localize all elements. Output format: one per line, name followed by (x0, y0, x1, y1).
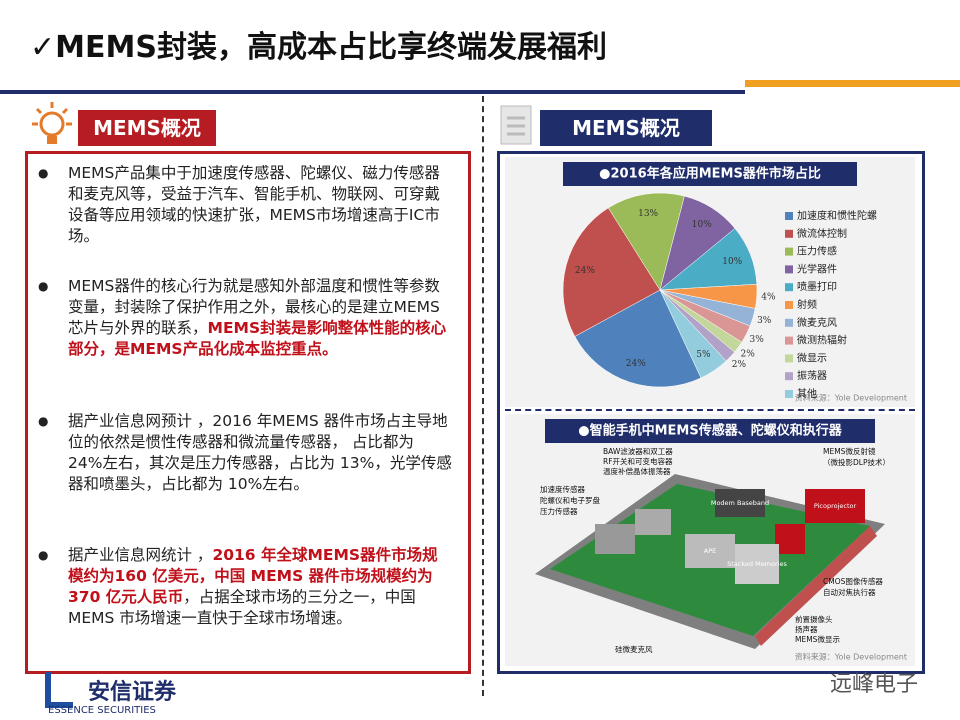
slice-label: 4% (761, 293, 776, 303)
legend-label: 微显示 (797, 351, 827, 364)
watermark: 远峰电子 (830, 672, 919, 697)
legend-swatch (785, 318, 793, 327)
legend-swatch (785, 372, 793, 381)
bullet: MEMS产品集中于加速度传感器、陀螺仪、磁力传感器和麦克风等，受益于汽车、智能手… (38, 163, 453, 247)
legend-swatch (785, 247, 793, 256)
logo-en: ESSENCE SECURITIES (48, 705, 156, 716)
phone-source: 资料来源：Yole Development (795, 652, 907, 662)
chip-label: Picoprojector (814, 502, 857, 510)
phone-diagram: ●智能手机中MEMS传感器、陀螺仪和执行器 BAW滤波器和双工器RF开关和可变电… (505, 414, 915, 666)
logo-text: 安信证券 (88, 680, 177, 705)
chart-source: 资料来源：Yole Development (795, 393, 907, 403)
legend-label: 振荡器 (797, 369, 827, 382)
callout: 加速度传感器 (540, 484, 585, 494)
slice-label: 3% (757, 316, 772, 326)
callout: 硅微麦克风 (615, 644, 653, 654)
legend-swatch (785, 265, 793, 274)
callout: 前置摄像头 (795, 614, 833, 624)
slice-label: 24% (626, 359, 646, 369)
callout: CMOS图像传感器 (823, 576, 883, 586)
legend-label: 喷墨打印 (797, 280, 837, 293)
left-heading: MEMS概况 (78, 110, 216, 146)
callout: 自动对焦执行器 (823, 587, 876, 597)
left-box (25, 151, 471, 674)
body-text: 据产业信息网统计 ， (68, 546, 213, 564)
legend-label: 其他 (797, 387, 817, 400)
doc-icon (500, 105, 532, 145)
legend-swatch (785, 283, 793, 292)
chip-label: Modem Baseband (711, 499, 769, 507)
callout: 温度补偿晶体振荡器 (603, 466, 671, 476)
callout: 压力传感器 (540, 506, 578, 516)
slice-label: 2% (741, 350, 756, 360)
chip-label: APE (704, 547, 716, 555)
bullet: 据产业信息网统计 ，2016 年全球MEMS器件市场规模约为160 亿美元，中国… (38, 545, 453, 629)
slice-label: 3% (749, 335, 764, 345)
legend-label: 压力传感 (797, 245, 837, 258)
divider (482, 96, 484, 696)
phone-title: ●智能手机中MEMS传感器、陀螺仪和执行器 (578, 423, 842, 439)
legend-label: 加速度和惯性陀螺 (797, 209, 877, 222)
legend-swatch (785, 354, 793, 363)
legend-label: 微测热辐射 (797, 334, 847, 347)
bullet: MEMS器件的核心行为就是感知外部温度和惯性等参数变量，封装除了保护作用之外，最… (38, 276, 453, 360)
pie-chart: ●2016年各应用MEMS器件市场占比 资料来源：Yole Developmen… (505, 157, 915, 407)
legend-label: 光学器件 (797, 262, 837, 275)
slice-label: 2% (732, 360, 747, 370)
highlight-text: 2016 年全球MEMS器件市场规模约为160 亿美元，中国 MEMS 器件市场… (68, 546, 438, 606)
callout: BAW滤波器和双工器 (603, 446, 673, 456)
legend-swatch (785, 390, 793, 398)
callout: 扬声器 (795, 624, 818, 634)
slice-label: 24% (575, 266, 595, 276)
legend-label: 微麦克风 (797, 316, 837, 329)
slice-label: 5% (696, 350, 711, 360)
pie-slice (562, 207, 661, 337)
legend-label: 射频 (797, 298, 817, 311)
body-text: 据产业信息网预计 ，2016 年MEMS 器件市场占主导地位的依然是惯性传感器和… (68, 412, 452, 493)
highlight-text: MEMS封装是影响整体性能的核心部分，是MEMS产品化成本监控重点。 (68, 319, 447, 358)
chart-title: ●2016年各应用MEMS器件市场占比 (599, 166, 821, 182)
legend-swatch (785, 229, 793, 238)
accent-bar (745, 80, 960, 87)
legend-swatch (785, 336, 793, 345)
bullet: 据产业信息网预计 ，2016 年MEMS 器件市场占主导地位的依然是惯性传感器和… (38, 411, 453, 495)
legend-swatch (785, 301, 793, 309)
callout: 陀螺仪和电子罗盘 (540, 495, 600, 505)
body-text: ，占据全球市场的三分之一，中国 MEMS 市场增速一直快于全球市场增速。 (68, 588, 416, 627)
callout: MEMS微反射镜 (823, 446, 876, 456)
chip-label: Stacked Memories (727, 560, 787, 568)
pie-slice (659, 289, 727, 379)
slice-label: 10% (722, 257, 742, 267)
logo-mark (45, 672, 73, 708)
body-text: MEMS产品集中于加速度传感器、陀螺仪、磁力传感器和麦克风等，受益于汽车、智能手… (68, 164, 441, 245)
callout: MEMS微显示 (795, 634, 840, 644)
slice-label: 13% (638, 209, 658, 219)
bulb-icon (32, 102, 72, 144)
right-heading: MEMS概况 (540, 110, 712, 146)
title-rule (0, 90, 745, 94)
callout: RF开关和可变电容器 (603, 456, 673, 466)
pie-slice (607, 192, 685, 291)
slide-title: ✓MEMS封装，高成本占比享终端发展福利 (30, 30, 607, 65)
callout: （微投影DLP技术） (823, 457, 890, 467)
slice-label: 10% (692, 220, 712, 230)
section-divider (505, 409, 915, 411)
pie-slice (574, 289, 702, 388)
right-box (497, 151, 925, 674)
legend-swatch (785, 212, 793, 220)
body-text: MEMS器件的核心行为就是感知外部温度和惯性等参数变量，封装除了保护作用之外，最… (68, 277, 440, 337)
legend-label: 微流体控制 (797, 227, 847, 240)
